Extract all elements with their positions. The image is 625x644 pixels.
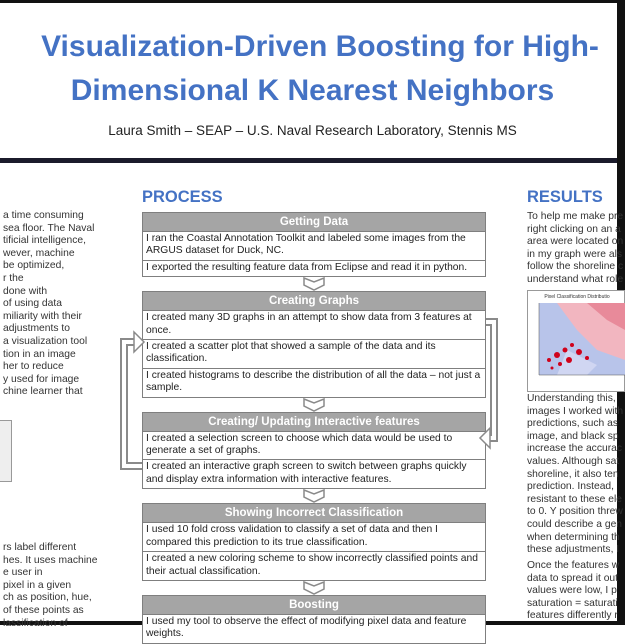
process-step: Showing Incorrect Classification I used 1… bbox=[142, 503, 486, 581]
step-item: I used my tool to observe the effect of … bbox=[142, 614, 486, 644]
text-line: hes. It uses machine bbox=[3, 554, 98, 566]
text-line: these adjustments, I bbox=[527, 544, 620, 556]
text-line: tion in an image bbox=[3, 348, 76, 360]
step-arrow bbox=[303, 580, 325, 595]
step-arrow bbox=[303, 397, 325, 412]
loop-arrow-left bbox=[120, 330, 146, 470]
text-line: a time consuming bbox=[3, 210, 84, 221]
text-line: data to spread it out bbox=[527, 572, 619, 584]
text-line: Once the features w bbox=[527, 560, 620, 571]
results-text: To help me make pre right clicking on an … bbox=[527, 211, 623, 287]
text-line: ch as position, hue, bbox=[3, 592, 92, 604]
results-figure: Pixel Classification Distributio bbox=[527, 290, 625, 392]
text-line: features differently r bbox=[527, 610, 618, 622]
text-line: in my graph were als bbox=[527, 248, 622, 260]
step-title: Showing Incorrect Classification bbox=[142, 503, 486, 524]
text-line: To help me make pre bbox=[527, 211, 624, 222]
text-line: chine learner that bbox=[3, 386, 83, 398]
step-arrow bbox=[303, 489, 325, 504]
text-line: Understanding this, bbox=[527, 393, 616, 404]
text-line: saturation = saturati bbox=[527, 597, 618, 609]
loop-arrow-right bbox=[478, 318, 498, 450]
text-line: understand what role bbox=[527, 273, 624, 285]
left-figure bbox=[0, 420, 12, 482]
text-line: values were low, I p bbox=[527, 585, 617, 597]
step-title: Boosting bbox=[142, 594, 486, 615]
process-step: Boosting I used my tool to observe the ef… bbox=[142, 594, 486, 644]
text-line: when determining th bbox=[527, 531, 620, 543]
text-line: of these points as bbox=[3, 604, 84, 616]
step-item: I exported the resulting feature data fr… bbox=[142, 260, 486, 278]
text-line: shoreline, it also ten bbox=[527, 468, 619, 480]
text-line: rs label different bbox=[3, 542, 77, 553]
text-line: image, and black sp bbox=[527, 430, 619, 442]
results-text: Once the features w data to spread it out… bbox=[527, 560, 619, 623]
text-line: predictions, such as bbox=[527, 418, 619, 430]
step-item: I created a new coloring scheme to show … bbox=[142, 552, 486, 581]
step-arrow bbox=[303, 277, 325, 292]
text-line: values. Although sat bbox=[527, 455, 620, 467]
step-item: I created an interactive graph screen to… bbox=[142, 460, 486, 490]
step-title: Creating/ Updating Interactive features bbox=[142, 411, 486, 432]
authors: Laura Smith – SEAP – U.S. Naval Research… bbox=[108, 123, 517, 138]
text-line: e user in bbox=[3, 567, 43, 579]
text-line: adjustments to bbox=[3, 323, 70, 335]
text-line: lassification of bbox=[3, 617, 68, 629]
process-step: Getting Data I ran the Coastal Annotation… bbox=[142, 212, 486, 278]
text-line: images I worked with bbox=[527, 405, 624, 417]
flowchart: Getting Data I ran the Coastal Annotation… bbox=[142, 212, 486, 644]
step-title: Creating Graphs bbox=[142, 291, 486, 312]
left-column-text: rs label different hes. It uses machine e … bbox=[3, 542, 97, 630]
text-line: y used for image bbox=[3, 373, 80, 385]
step-item: I created many 3D graphs in an attempt t… bbox=[142, 311, 486, 341]
section-heading: PROCESS bbox=[142, 188, 223, 206]
text-line: right clicking on an a bbox=[527, 223, 621, 235]
section-heading: RESULTS bbox=[527, 188, 603, 206]
text-line: area were located on bbox=[527, 236, 624, 248]
step-title: Getting Data bbox=[142, 212, 486, 232]
poster-title: Dimensional K Nearest Neighbors bbox=[70, 74, 555, 107]
top-border bbox=[0, 0, 625, 3]
text-line: of using data bbox=[3, 298, 62, 310]
text-line: follow the shoreline c bbox=[527, 261, 624, 273]
text-line: r the bbox=[3, 272, 24, 284]
text-line: tificial intelligence, bbox=[3, 235, 86, 247]
results-text: Understanding this, images I worked with p… bbox=[527, 393, 623, 557]
step-item: I created a scatter plot that showed a s… bbox=[142, 340, 486, 369]
text-line: pixel in a given bbox=[3, 579, 72, 591]
text-line: miliarity with their bbox=[3, 310, 82, 322]
divider bbox=[0, 158, 617, 163]
text-line: wever, machine bbox=[3, 247, 75, 259]
step-item: I created a selection screen to choose w… bbox=[142, 431, 486, 461]
text-line: be optimized, bbox=[3, 260, 65, 272]
process-step: Creating/ Updating Interactive features I… bbox=[142, 411, 486, 490]
text-line: could describe a gen bbox=[527, 518, 623, 530]
text-line: sea floor. The Naval bbox=[3, 222, 95, 234]
text-line: to 0. Y position threw bbox=[527, 506, 623, 518]
figure-title: Pixel Classification Distributio bbox=[544, 294, 610, 300]
text-line: a visualization tool bbox=[3, 335, 88, 347]
process-step: Creating Graphs I created many 3D graphs … bbox=[142, 291, 486, 398]
poster-title: Visualization-Driven Boosting for High- bbox=[41, 30, 599, 63]
step-item: I used 10 fold cross validation to class… bbox=[142, 523, 486, 553]
text-line: her to reduce bbox=[3, 361, 64, 373]
left-column-text: a time consuming sea floor. The Naval tifi… bbox=[3, 210, 94, 399]
step-item: I ran the Coastal Annotation Toolkit and… bbox=[142, 232, 486, 261]
step-item: I created histograms to describe the dis… bbox=[142, 368, 486, 398]
text-line: prediction. Instead, bbox=[527, 481, 615, 493]
text-line: done with bbox=[3, 285, 48, 297]
text-line: increase the accurac bbox=[527, 443, 623, 455]
text-line: resistant to these ele bbox=[527, 493, 623, 505]
